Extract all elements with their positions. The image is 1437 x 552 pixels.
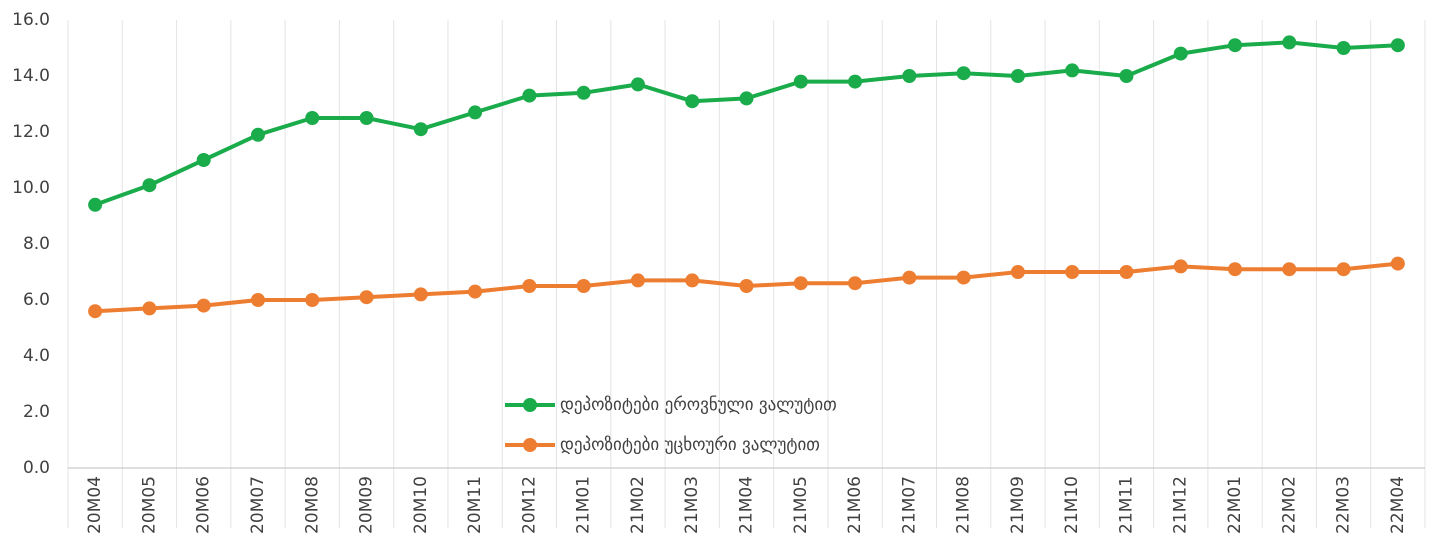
y-tick-label: 6.0 — [23, 290, 50, 310]
data-point — [739, 91, 754, 106]
data-point — [1228, 262, 1243, 277]
data-point — [359, 111, 374, 125]
data-point — [1173, 259, 1188, 274]
x-tick-label: 21M08 — [954, 476, 974, 534]
y-tick-label: 16.0 — [12, 10, 50, 30]
data-point — [250, 293, 265, 307]
data-point — [1010, 265, 1025, 279]
data-point — [88, 304, 103, 319]
y-tick-label: 2.0 — [23, 402, 50, 422]
x-tick-label: 20M07 — [248, 476, 268, 534]
y-tick-label: 10.0 — [12, 178, 50, 198]
data-point — [685, 94, 700, 109]
legend-marker — [523, 438, 537, 452]
data-point — [413, 287, 428, 302]
data-point — [1010, 69, 1025, 83]
data-point — [685, 273, 700, 288]
data-point — [196, 153, 211, 167]
x-tick-label: 20M08 — [302, 476, 322, 534]
data-point — [902, 69, 917, 83]
x-tick-label: 21M07 — [899, 476, 919, 534]
x-tick-label: 21M02 — [628, 476, 648, 534]
x-tick-label: 21M03 — [682, 476, 702, 534]
data-point — [522, 88, 537, 103]
x-tick-label: 21M04 — [737, 476, 757, 534]
y-tick-label: 0.0 — [23, 458, 50, 478]
data-point — [793, 276, 808, 291]
y-tick-label: 14.0 — [12, 66, 50, 86]
data-point — [142, 178, 157, 193]
x-tick-label: 20M12 — [519, 476, 539, 534]
data-point — [1065, 265, 1080, 279]
data-point — [576, 279, 591, 293]
x-tick-label: 20M05 — [139, 476, 159, 534]
data-point — [1119, 69, 1134, 83]
data-point — [468, 284, 483, 299]
data-point — [793, 74, 808, 89]
y-tick-label: 12.0 — [12, 122, 50, 142]
x-tick-label: 22M01 — [1225, 476, 1245, 534]
data-point — [305, 111, 320, 125]
legend-label: დეპოზიტები უცხოური ვალუტით — [560, 435, 820, 455]
series-line — [94, 40, 1398, 207]
legend-marker — [523, 398, 537, 412]
data-point — [1119, 265, 1134, 279]
data-point — [1282, 35, 1297, 50]
data-point — [630, 77, 645, 92]
data-point — [848, 276, 863, 291]
data-point — [305, 293, 320, 307]
data-point — [576, 85, 591, 100]
data-point — [1336, 41, 1351, 55]
x-tick-label: 20M09 — [357, 476, 377, 534]
data-point — [468, 105, 483, 120]
data-point — [1336, 262, 1351, 277]
legend-label: დეპოზიტები ეროვნული ვალუტით — [560, 395, 837, 415]
y-tick-label: 8.0 — [23, 234, 50, 254]
data-point — [956, 270, 971, 285]
data-point — [1228, 38, 1243, 53]
x-tick-label: 21M10 — [1062, 476, 1082, 534]
x-tick-label: 21M01 — [574, 476, 594, 534]
data-point — [413, 122, 428, 137]
data-point — [142, 301, 157, 316]
data-point — [1065, 63, 1080, 78]
x-tick-label: 22M03 — [1334, 476, 1354, 534]
data-point — [88, 197, 103, 212]
data-point — [522, 279, 537, 293]
x-tick-label: 21M11 — [1116, 476, 1136, 534]
data-point — [1390, 38, 1405, 53]
data-point — [630, 273, 645, 288]
x-tick-label: 22M02 — [1279, 476, 1299, 534]
x-tick-label: 21M05 — [791, 476, 811, 534]
data-point — [1173, 46, 1188, 61]
data-point — [848, 74, 863, 89]
data-point — [902, 270, 917, 285]
x-tick-label: 21M09 — [1008, 476, 1028, 534]
data-point — [739, 279, 754, 293]
x-tick-label: 21M12 — [1171, 476, 1191, 534]
x-tick-label: 20M04 — [85, 476, 105, 534]
data-point — [956, 66, 971, 81]
x-tick-label: 21M06 — [845, 476, 865, 534]
x-tick-label: 20M06 — [194, 476, 214, 534]
x-tick-label: 20M10 — [411, 476, 431, 534]
data-point — [250, 127, 265, 142]
data-point — [1390, 256, 1405, 271]
y-tick-label: 4.0 — [23, 346, 50, 366]
data-point — [1282, 262, 1297, 277]
x-tick-label: 22M04 — [1388, 476, 1408, 534]
data-point — [196, 298, 211, 313]
data-point — [359, 290, 374, 305]
x-tick-label: 20M11 — [465, 476, 485, 534]
